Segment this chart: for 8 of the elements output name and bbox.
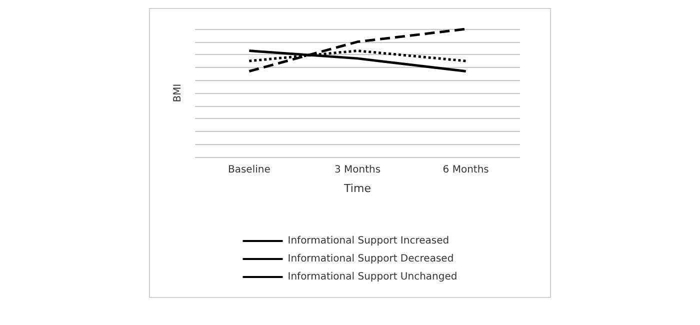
y-axis-title: BMI xyxy=(172,84,184,102)
legend-label: Informational Support Decreased xyxy=(288,254,454,264)
x-tick-label: 3 Months xyxy=(334,164,381,176)
x-tick-label: 6 Months xyxy=(442,164,489,176)
legend-label: Informational Support Unchanged xyxy=(288,272,458,282)
x-tick-label: Baseline xyxy=(228,164,270,176)
x-axis-title: Time xyxy=(343,182,372,195)
legend-label: Informational Support Increased xyxy=(288,236,450,246)
